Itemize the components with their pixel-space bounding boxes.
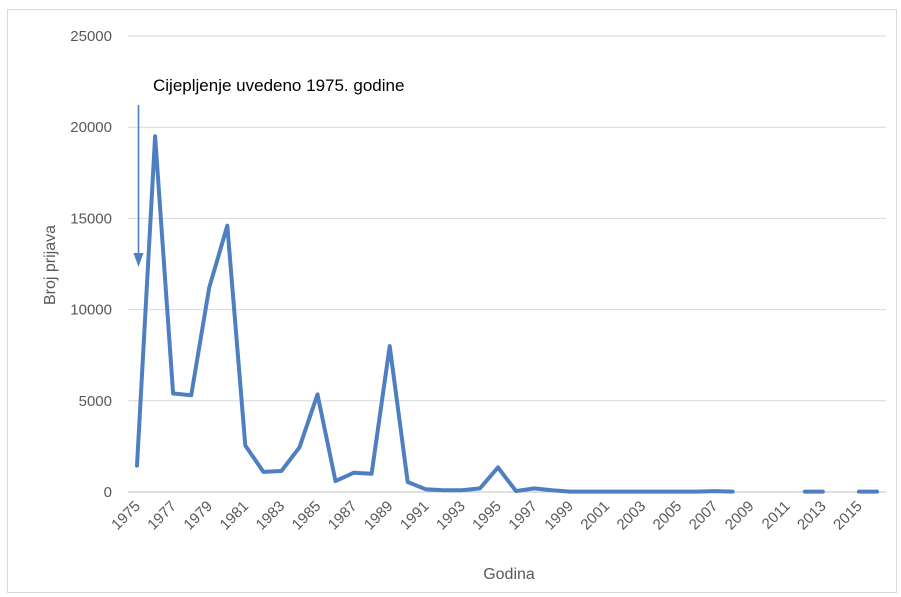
x-tick-label-1983: 1983 [253,498,289,534]
annotation-arrow [133,105,144,267]
x-tick-label-1991: 1991 [397,498,433,534]
x-tick-label-2005: 2005 [650,498,686,534]
y-tick-label-10000: 10000 [70,302,112,319]
x-tick-label-2007: 2007 [686,498,722,534]
x-tick-label-2013: 2013 [794,498,830,534]
x-axis-title: Godina [483,566,535,583]
x-tick-label-1977: 1977 [144,498,180,534]
x-tick-label-1979: 1979 [180,498,216,534]
x-tick-label-1999: 1999 [541,498,577,534]
series-line-segment-1 [135,134,735,494]
y-tick-label-0: 0 [104,484,112,501]
vaccination-annotation: Cijepljenje uvedeno 1975. godine [153,76,404,95]
y-tick-label-15000: 15000 [70,210,112,227]
x-tick-label-1989: 1989 [361,498,397,534]
y-axis-title: Broj prijava [42,225,59,305]
x-tick-label-1987: 1987 [325,498,361,534]
x-tick-label-2011: 2011 [759,498,794,533]
y-axis-ticks: 0 5000 10000 15000 20000 25000 [70,28,112,501]
x-tick-label-2003: 2003 [614,498,650,534]
y-tick-label-25000: 25000 [70,28,112,45]
chart-frame [7,9,897,593]
gridlines [128,35,886,493]
x-tick-label-1993: 1993 [433,498,469,534]
series-layer [135,134,879,494]
x-tick-label-1975: 1975 [108,498,144,534]
x-tick-label-1997: 1997 [505,498,541,534]
y-tick-label-5000: 5000 [79,393,112,410]
x-axis-ticks: 1975 1977 1979 1981 1983 1985 1987 1989 1991 1993… [108,498,866,534]
annotation-arrow-head [133,253,144,267]
x-tick-label-1981: 1981 [217,498,253,534]
x-tick-label-2015: 2015 [830,498,866,534]
y-tick-label-20000: 20000 [70,119,112,136]
x-tick-label-1995: 1995 [469,498,505,534]
x-tick-label-1985: 1985 [289,498,325,534]
x-tick-label-2001: 2001 [577,498,613,534]
x-tick-label-2009: 2009 [722,498,758,534]
